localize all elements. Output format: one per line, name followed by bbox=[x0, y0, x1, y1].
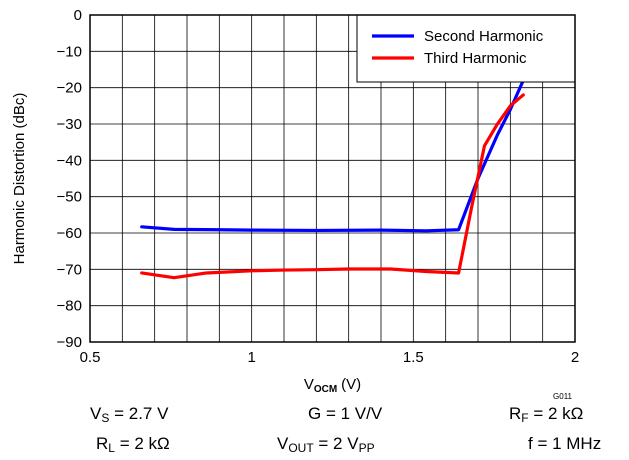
y-tick-label: −70 bbox=[57, 261, 82, 278]
x-tick-label: 0.5 bbox=[80, 349, 101, 366]
condition-gain: G = 1 V/V bbox=[308, 404, 383, 423]
legend-box bbox=[356, 14, 576, 83]
harmonic-distortion-chart: Second Harmonic Third Harmonic 0 −10 −20 −30… bbox=[11, 7, 580, 400]
condition-freq: f = 1 MHz bbox=[528, 434, 602, 453]
legend: Second Harmonic Third Harmonic bbox=[356, 14, 576, 83]
series-lines bbox=[140, 78, 525, 280]
y-tick-label: −80 bbox=[57, 298, 82, 315]
y-tick-label: −50 bbox=[57, 189, 82, 206]
plot-frame bbox=[89, 14, 576, 343]
graph-id: G011 bbox=[553, 392, 573, 400]
series-line-second-harmonic bbox=[140, 78, 525, 233]
x-tick-label: 1.5 bbox=[403, 349, 424, 366]
legend-label: Third Harmonic bbox=[424, 50, 527, 67]
tick-labels: 0 −10 −20 −30 −40 −50 −60 −70 −80 −900.5 1 1.5 2 bbox=[57, 7, 580, 366]
y-tick-label: −30 bbox=[57, 116, 82, 133]
condition-vout: VOUT = 2 VPP bbox=[277, 434, 375, 455]
y-tick-label: −10 bbox=[57, 43, 82, 60]
y-tick-label: −20 bbox=[57, 80, 82, 97]
x-axis-label-unit: (V) bbox=[341, 376, 361, 393]
x-axis-label-sub: OCM bbox=[314, 384, 337, 395]
series-line-third-harmonic bbox=[140, 93, 525, 280]
y-tick-label: −40 bbox=[57, 152, 82, 169]
y-tick-label: 0 bbox=[74, 7, 82, 24]
condition-vs: VS = 2.7 V bbox=[90, 404, 169, 425]
y-axis-label: Harmonic Distortion (dBc) bbox=[11, 93, 28, 265]
condition-rl: RL = 2 kΩ bbox=[96, 434, 170, 455]
x-axis-label: VOCM (V) bbox=[304, 376, 361, 395]
x-tick-label: 2 bbox=[571, 349, 579, 366]
y-tick-label: −60 bbox=[57, 225, 82, 242]
condition-rf: RF = 2 kΩ bbox=[509, 404, 584, 425]
legend-label: Second Harmonic bbox=[424, 28, 544, 45]
x-axis-label-main: V bbox=[304, 376, 314, 393]
x-tick-label: 1 bbox=[247, 349, 255, 366]
y-tick-label: −90 bbox=[57, 334, 82, 351]
